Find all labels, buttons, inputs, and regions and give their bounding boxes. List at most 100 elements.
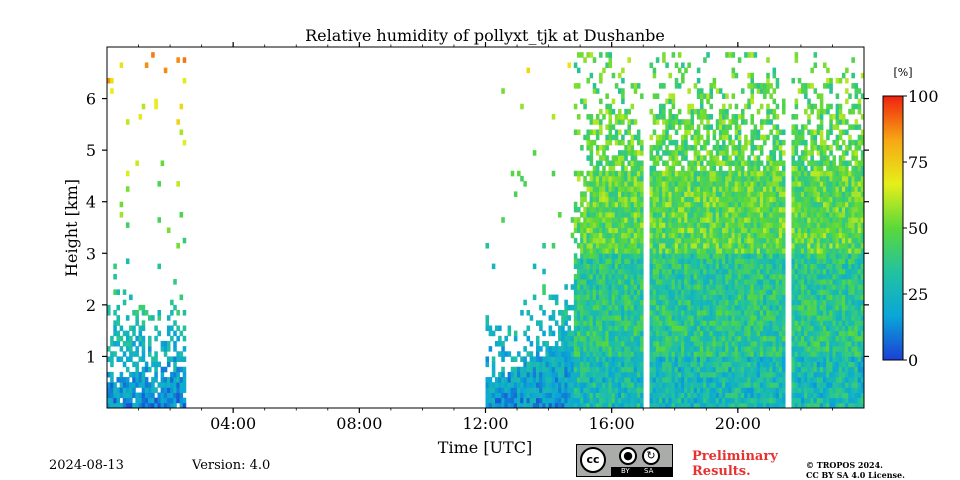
rh-cell	[573, 351, 578, 357]
rh-cell	[734, 335, 739, 342]
rh-cell	[810, 382, 814, 388]
rh-cell	[671, 212, 676, 218]
rh-cell	[564, 366, 568, 373]
rh-cell	[173, 346, 177, 352]
rh-cell	[737, 346, 742, 352]
rh-cell	[125, 222, 130, 228]
rh-cell	[658, 201, 663, 208]
rh-cell	[665, 284, 669, 290]
rh-cell	[614, 253, 619, 259]
rh-cell	[696, 310, 701, 316]
rh-cell	[157, 361, 162, 368]
rh-cell	[740, 310, 745, 316]
rh-cell	[580, 242, 584, 249]
rh-cell	[652, 351, 657, 357]
rh-cell	[722, 392, 726, 399]
rh-cell	[173, 320, 177, 326]
rh-cell	[731, 258, 736, 264]
rh-cell	[681, 258, 685, 264]
rh-cell	[681, 294, 685, 301]
rh-cell	[775, 217, 780, 223]
rh-cell	[595, 248, 600, 254]
rh-cell	[769, 273, 773, 280]
rh-cell	[652, 289, 657, 295]
rh-cell	[170, 325, 174, 332]
rh-cell	[554, 340, 559, 347]
rh-cell	[179, 212, 184, 218]
rh-cell	[781, 382, 786, 388]
rh-cell	[791, 335, 795, 342]
rh-cell	[804, 108, 808, 115]
rh-cell	[731, 227, 736, 234]
rh-cell	[750, 170, 754, 177]
rh-cell	[759, 175, 764, 182]
rh-cell	[677, 232, 682, 239]
rh-cell	[791, 242, 795, 249]
rh-cell	[744, 217, 748, 223]
rh-cell	[636, 294, 641, 301]
rh-cell	[599, 387, 603, 393]
rh-cell	[775, 263, 780, 270]
rh-cell	[621, 268, 625, 275]
rh-cell	[627, 108, 631, 115]
rh-cell	[734, 397, 739, 404]
rh-cell	[813, 212, 818, 218]
rh-cell	[173, 366, 177, 373]
rh-cell	[558, 366, 562, 373]
rh-cell	[617, 330, 622, 337]
rh-cell	[712, 232, 717, 239]
rh-cell	[589, 304, 594, 311]
rh-cell	[583, 294, 587, 301]
rh-cell	[781, 258, 786, 264]
rh-cell	[766, 279, 770, 285]
rh-cell	[630, 387, 635, 393]
rh-cell	[605, 175, 609, 182]
rh-cell	[668, 134, 672, 141]
rh-cell	[769, 227, 773, 234]
rh-cell	[709, 124, 713, 130]
rh-cell	[813, 242, 818, 249]
rh-cell	[690, 397, 695, 404]
rh-cell	[687, 310, 691, 316]
rh-cell	[810, 361, 814, 368]
rh-cell	[608, 52, 613, 58]
rh-cell	[627, 160, 631, 167]
rh-cell	[160, 377, 165, 383]
rh-cell	[602, 175, 606, 182]
rh-cell	[709, 273, 713, 280]
rh-cell	[526, 366, 531, 373]
rh-cell	[554, 351, 559, 357]
rh-cell	[523, 371, 527, 378]
rh-cell	[791, 181, 795, 187]
rh-cell	[778, 206, 783, 213]
rh-cell	[122, 402, 127, 408]
rh-cell	[554, 366, 559, 373]
rh-cell	[775, 206, 780, 213]
rh-cell	[589, 119, 594, 125]
rh-cell	[690, 237, 695, 244]
rh-cell	[665, 248, 669, 254]
rh-cell	[592, 397, 597, 404]
rh-cell	[132, 325, 136, 332]
rh-cell	[722, 206, 726, 213]
rh-cell	[722, 201, 726, 208]
rh-cell	[819, 139, 824, 146]
rh-cell	[725, 387, 729, 393]
rh-cell	[542, 392, 546, 399]
rh-cell	[715, 227, 720, 234]
rh-cell	[693, 206, 698, 213]
rh-cell	[781, 310, 786, 316]
rh-cell	[605, 382, 609, 388]
rh-cell	[706, 263, 710, 270]
rh-cell	[744, 392, 748, 399]
rh-cell	[539, 377, 543, 383]
rh-cell	[652, 165, 657, 172]
rh-cell	[706, 361, 710, 368]
rh-cell	[652, 253, 657, 259]
rh-cell	[658, 366, 663, 373]
rh-cell	[684, 340, 688, 347]
rh-cell	[703, 356, 707, 362]
rh-cell	[652, 346, 657, 352]
rh-cell	[501, 402, 505, 408]
rh-cell	[576, 206, 581, 213]
